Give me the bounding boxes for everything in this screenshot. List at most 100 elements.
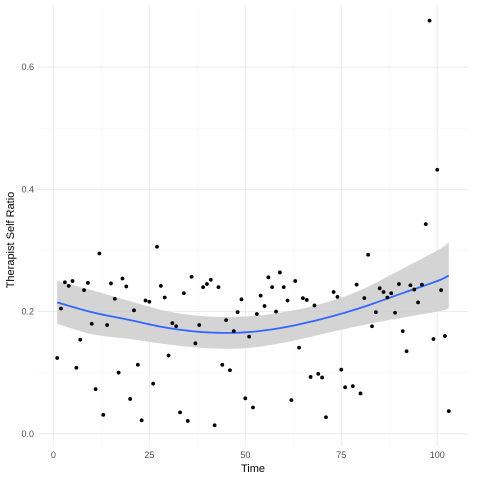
data-point: [251, 405, 255, 410]
smooth-fit-line: [56, 274, 450, 334]
data-point: [220, 362, 225, 367]
data-point: [55, 356, 60, 360]
data-point: [377, 286, 382, 291]
data-point: [423, 222, 428, 227]
data-point: [420, 282, 424, 287]
data-point: [435, 167, 440, 172]
x-axis-ticks: 0 25 50 75 100: [51, 450, 445, 460]
data-point: [431, 337, 436, 341]
data-point: [224, 318, 229, 323]
data-point: [181, 291, 186, 296]
data-point: [89, 321, 94, 326]
data-point: [139, 418, 144, 423]
data-point: [162, 295, 167, 300]
data-point: [228, 368, 232, 373]
confidence-band-area: [57, 242, 449, 349]
smooth-line: [56, 274, 450, 334]
data-point: [373, 310, 378, 315]
data-point: [239, 297, 244, 302]
data-point: [270, 285, 275, 290]
x-tick-label: 0: [51, 450, 56, 460]
data-point: [358, 391, 363, 396]
data-point: [316, 371, 321, 376]
data-point: [143, 298, 148, 303]
data-point: [112, 296, 117, 301]
data-point: [254, 312, 259, 316]
data-point: [427, 18, 432, 23]
data-point: [277, 270, 282, 275]
data-point: [124, 284, 129, 289]
data-point: [281, 285, 286, 290]
data-point: [174, 324, 179, 329]
data-point: [320, 375, 325, 380]
data-point: [208, 277, 213, 282]
data-point: [312, 303, 317, 308]
data-point: [304, 298, 309, 302]
y-tick-label: 0.4: [21, 184, 34, 194]
data-point: [205, 282, 209, 286]
data-point: [412, 287, 417, 292]
data-point: [262, 304, 267, 308]
data-point: [120, 276, 125, 281]
x-tick-label: 25: [144, 450, 154, 460]
data-point: [324, 415, 328, 420]
data-point: [396, 282, 401, 286]
data-point: [331, 290, 336, 294]
data-point: [185, 419, 190, 423]
data-point: [335, 294, 340, 299]
y-tick-label: 0.0: [21, 429, 34, 439]
data-point: [381, 290, 386, 294]
data-point: [301, 296, 305, 301]
data-point: [170, 321, 175, 326]
data-point: [86, 280, 90, 285]
data-point: [235, 310, 240, 315]
data-point: [101, 412, 106, 417]
y-tick-label: 0.6: [21, 62, 34, 72]
data-point: [151, 381, 156, 386]
data-point: [416, 300, 420, 305]
data-point: [389, 291, 394, 296]
data-point: [105, 323, 110, 327]
data-point: [285, 298, 290, 303]
data-point: [147, 299, 152, 304]
x-tick-label: 50: [240, 450, 250, 460]
data-point: [393, 310, 397, 315]
data-point: [385, 295, 390, 300]
data-point: [97, 251, 102, 256]
data-point: [366, 252, 371, 257]
data-point: [354, 282, 359, 287]
data-point: [116, 370, 121, 375]
data-point: [59, 306, 63, 311]
data-point: [197, 323, 202, 327]
confidence-band: [57, 242, 449, 349]
data-point: [132, 308, 136, 313]
data-point: [443, 334, 447, 338]
data-point: [243, 396, 248, 401]
data-point: [216, 285, 221, 290]
data-point: [189, 274, 194, 279]
x-axis-title: Time: [241, 463, 265, 475]
data-point: [158, 283, 163, 288]
data-point: [74, 365, 79, 370]
data-point: [370, 324, 374, 329]
data-point: [128, 397, 133, 401]
data-point: [78, 337, 83, 342]
data-point: [178, 410, 182, 415]
data-point: [297, 345, 301, 350]
data-point: [339, 367, 344, 372]
data-point: [289, 398, 294, 403]
x-tick-label: 75: [336, 450, 346, 460]
data-point: [93, 387, 98, 392]
y-axis-ticks: 0.0 0.2 0.4 0.6: [21, 62, 34, 439]
data-point: [308, 375, 313, 379]
data-point: [400, 329, 405, 334]
data-point: [404, 349, 409, 354]
data-point: [247, 334, 252, 339]
data-point: [231, 329, 236, 334]
data-point: [343, 385, 348, 390]
data-point: [258, 293, 263, 298]
data-point: [350, 384, 355, 389]
data-point: [408, 283, 413, 288]
